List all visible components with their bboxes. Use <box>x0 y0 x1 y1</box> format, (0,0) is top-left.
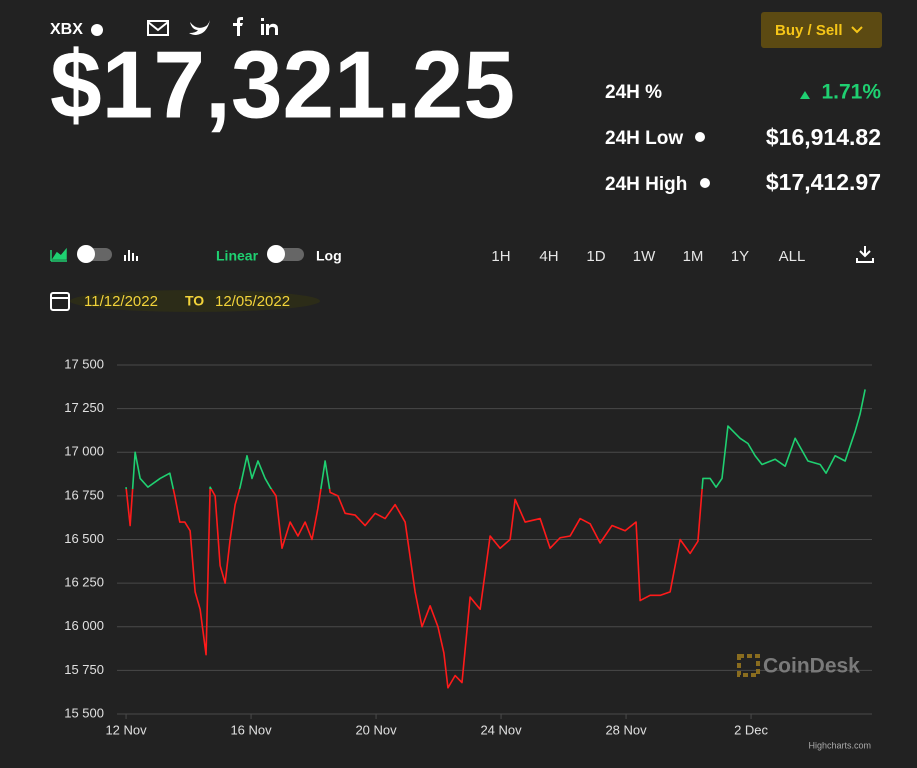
stat-label: 24H Low <box>605 128 683 149</box>
date-highlight <box>70 290 320 312</box>
facebook-icon[interactable] <box>233 17 243 36</box>
x-tick-label: 12 Nov <box>105 722 147 737</box>
x-tick-label: 2 Dec <box>734 722 768 737</box>
date-to[interactable]: 12/05/2022 <box>215 293 290 310</box>
linkedin-icon[interactable] <box>261 18 278 35</box>
area-chart-icon[interactable] <box>50 247 67 262</box>
range-button[interactable]: 1H <box>491 248 510 265</box>
scale-log[interactable]: Log <box>316 248 342 264</box>
price: $17,321.25 <box>50 31 515 138</box>
y-tick-label: 16 250 <box>64 575 104 590</box>
range-button[interactable]: 1W <box>633 248 656 265</box>
twitter-icon[interactable] <box>189 20 210 35</box>
stat-value: $17,412.97 <box>766 169 881 195</box>
stat-label: 24H % <box>605 82 662 103</box>
y-tick-label: 15 750 <box>64 662 104 677</box>
calendar-icon[interactable] <box>50 292 70 311</box>
price-line <box>125 389 866 689</box>
y-tick-label: 17 000 <box>64 444 104 459</box>
buy-sell-button[interactable] <box>761 12 882 48</box>
info-icon[interactable] <box>91 24 103 36</box>
range-button[interactable]: 1Y <box>731 248 749 265</box>
chart: 15 500 15 750 16 000 16 250 16 500 16 750 17 0… <box>64 356 872 737</box>
y-tick-label: 16 000 <box>64 618 104 633</box>
x-tick-label: 16 Nov <box>230 722 272 737</box>
x-tick-label: 28 Nov <box>605 722 647 737</box>
range-button[interactable]: ALL <box>779 248 806 265</box>
download-icon[interactable] <box>856 246 874 263</box>
y-tick-label: 15 500 <box>64 705 104 720</box>
watermark: CoinDesk <box>763 655 860 678</box>
y-tick-label: 16 750 <box>64 487 104 502</box>
info-icon[interactable] <box>700 178 710 188</box>
watermark-logo <box>737 654 760 677</box>
info-icon[interactable] <box>695 132 705 142</box>
range-button[interactable]: 1M <box>683 248 704 265</box>
date-from[interactable]: 11/12/2022 <box>84 293 158 310</box>
x-tick-label: 20 Nov <box>355 722 397 737</box>
chevron <box>851 26 863 34</box>
range-buttons: 1H 4H 1D 1W 1M 1Y ALL <box>491 248 805 265</box>
credits[interactable]: Highcharts.com <box>808 740 871 750</box>
y-tick-label: 17 500 <box>64 356 104 371</box>
scale-linear[interactable]: Linear <box>216 248 259 264</box>
mail-icon[interactable] <box>147 20 169 36</box>
candle-icon[interactable] <box>124 250 138 261</box>
range-button[interactable]: 4H <box>539 248 558 265</box>
stat-label: 24H High <box>605 174 687 195</box>
toggle-knob <box>77 245 95 263</box>
range-button[interactable]: 1D <box>586 248 605 265</box>
buy-sell-label: Buy / Sell <box>775 22 843 39</box>
symbol: XBX <box>50 21 83 38</box>
mail-icon-flap <box>147 21 169 32</box>
y-tick-label: 16 500 <box>64 531 104 546</box>
toggle-knob <box>267 245 285 263</box>
y-tick-label: 17 250 <box>64 400 104 415</box>
date-sep: TO <box>185 293 204 309</box>
up-arrow <box>800 91 810 99</box>
x-tick-label: 24 Nov <box>480 722 522 737</box>
stat-value: 1.71% <box>821 81 881 104</box>
stat-value: $16,914.82 <box>766 124 881 150</box>
